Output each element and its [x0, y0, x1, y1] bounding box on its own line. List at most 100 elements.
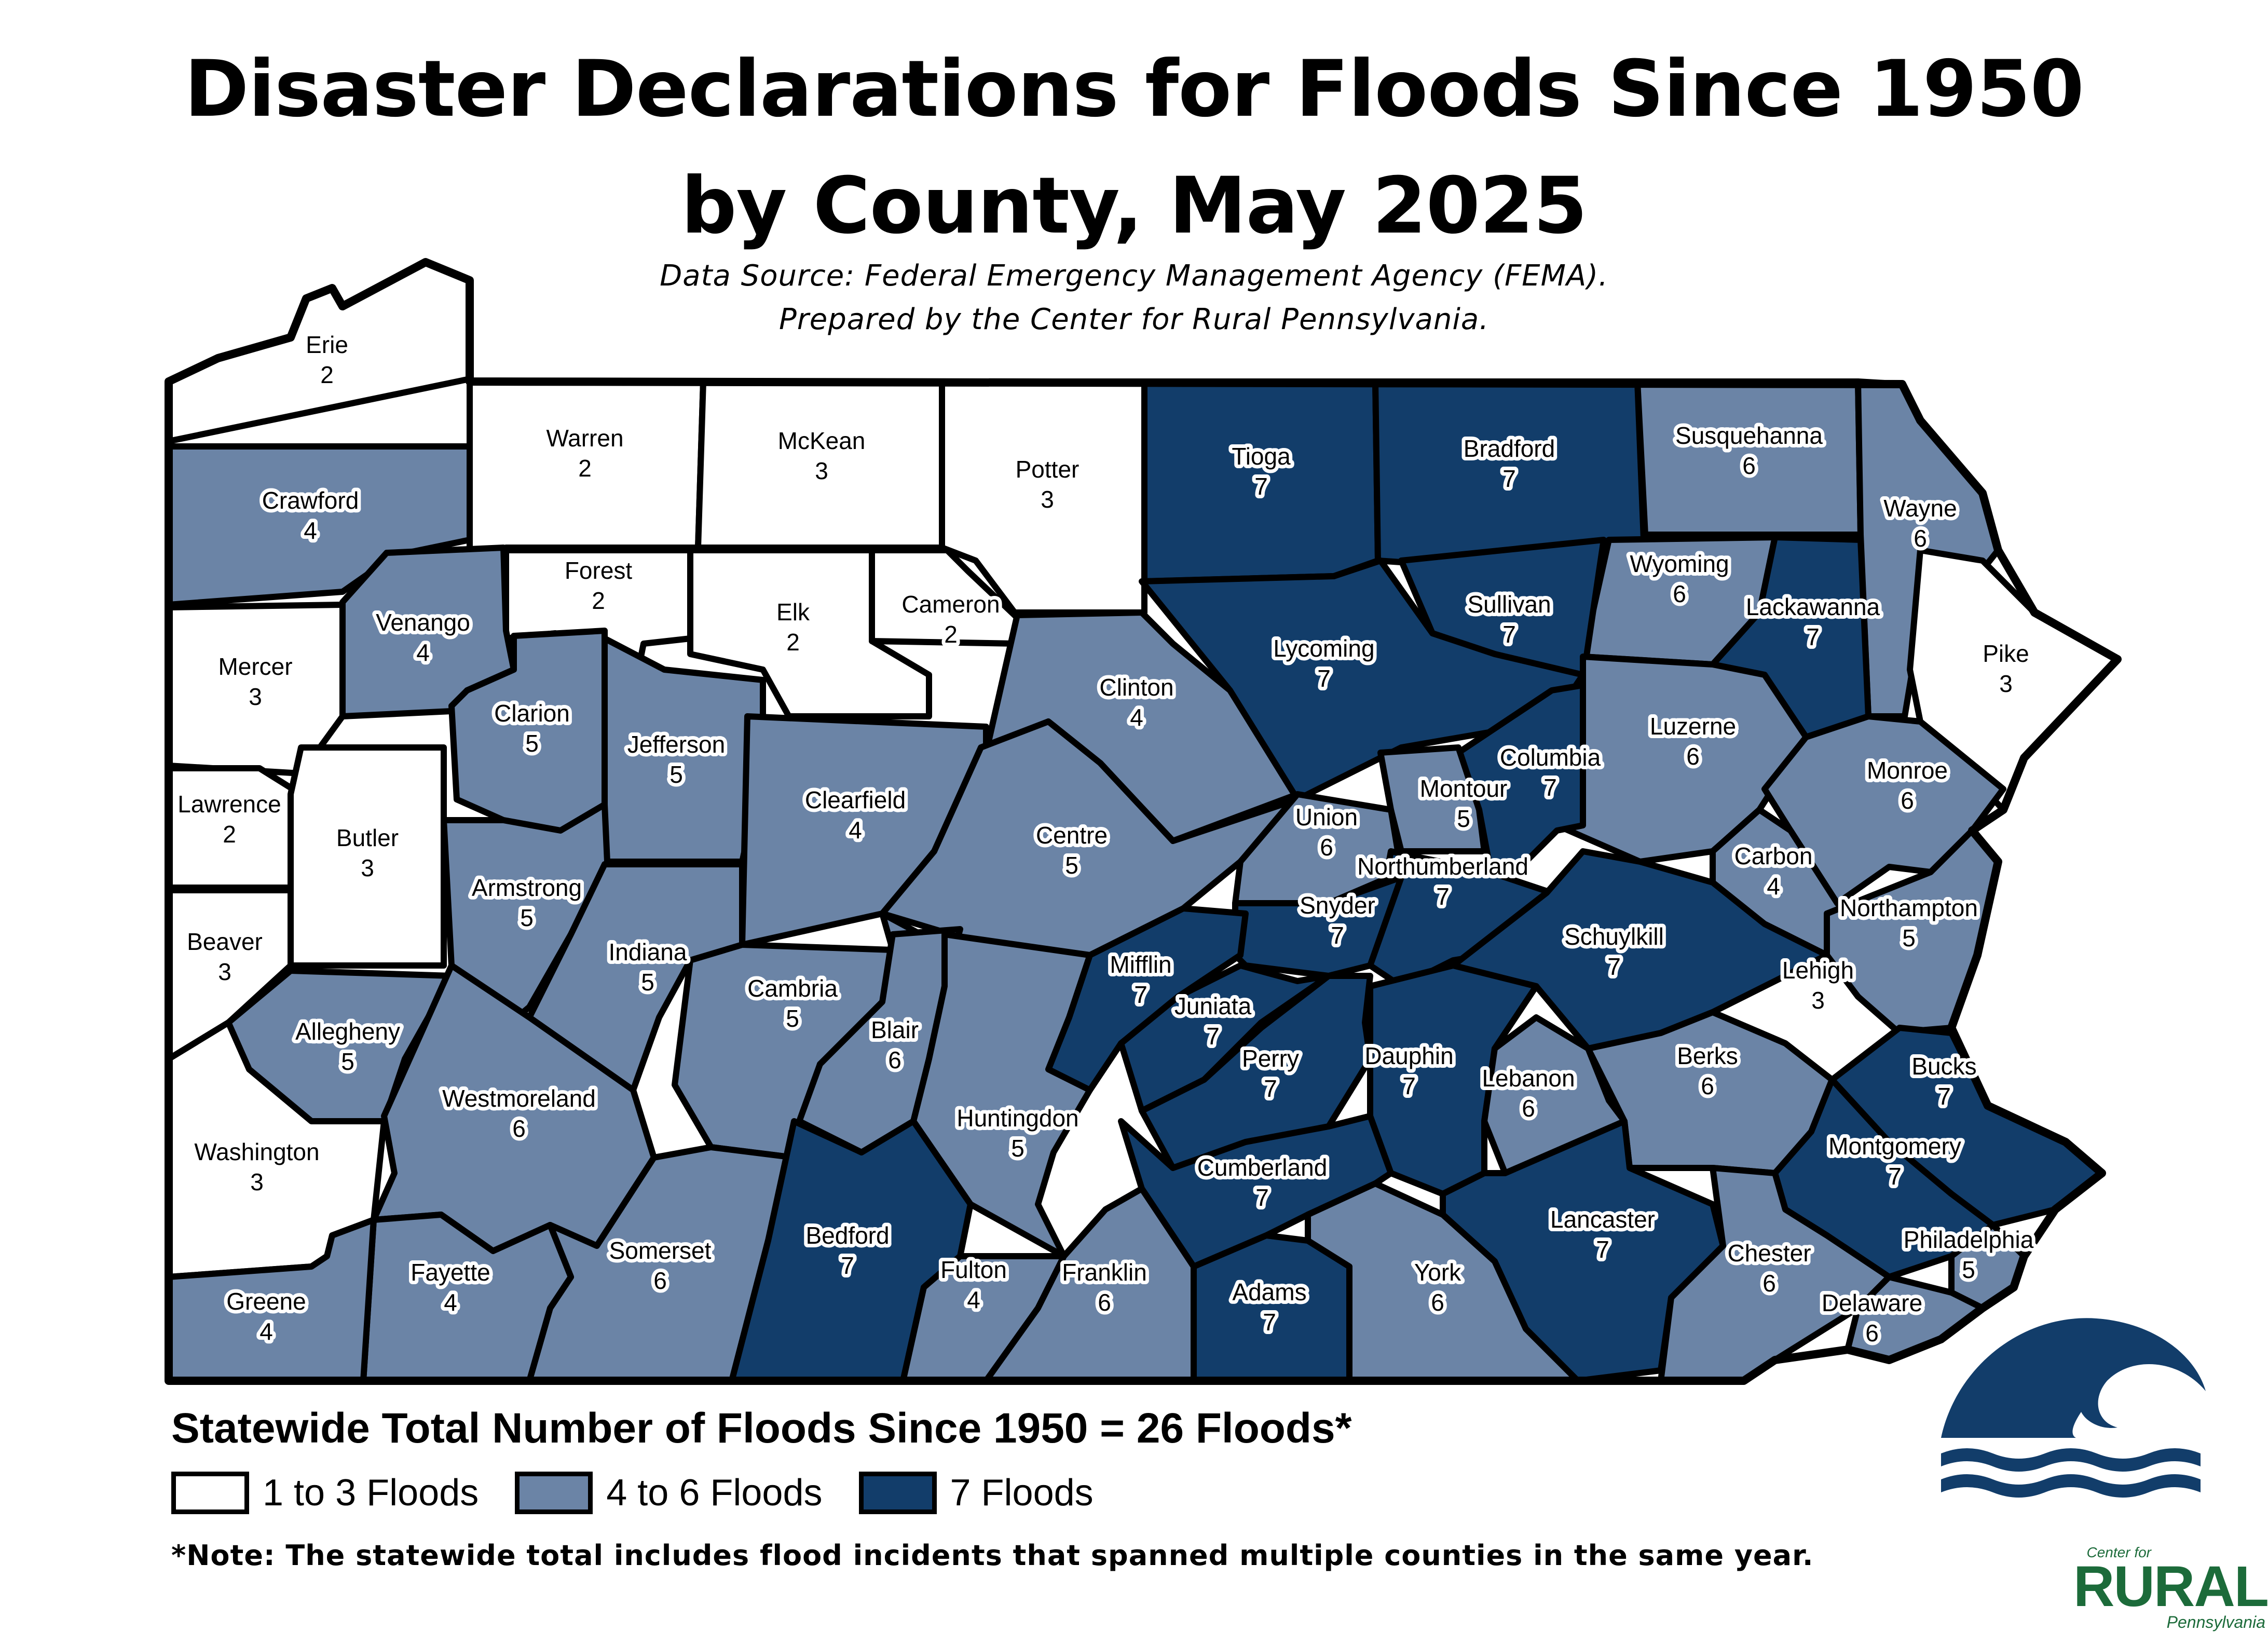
county-count-somerset: 6: [653, 1267, 667, 1294]
county-label-delaware: Delaware: [1822, 1289, 1922, 1316]
county-count-philadelphia: 5: [1962, 1256, 1975, 1283]
county-count-tioga: 7: [1254, 473, 1268, 500]
county-count-york: 6: [1431, 1289, 1444, 1316]
county-label-mifflin: Mifflin: [1110, 951, 1171, 978]
county-indiana[interactable]: [526, 861, 745, 1093]
county-count-jefferson: 5: [670, 761, 683, 788]
county-count-wayne: 6: [1914, 525, 1927, 552]
county-label-lycoming: Lycoming: [1273, 635, 1374, 662]
county-label-cumberland: Cumberland: [1197, 1154, 1328, 1181]
county-label-montgomery: Montgomery: [1828, 1133, 1961, 1160]
county-count-adams: 7: [1263, 1309, 1276, 1336]
county-label-dauphin: Dauphin: [1364, 1042, 1453, 1069]
county-label-pike: Pike: [1983, 640, 2029, 667]
legend: 1 to 3 Floods 4 to 6 Floods 7 Floods: [171, 1472, 1130, 1514]
county-label-lackawanna: Lackawanna: [1746, 593, 1880, 620]
county-count-mercer: 3: [249, 683, 262, 710]
county-count-clinton: 4: [1130, 704, 1143, 731]
county-count-erie: 2: [320, 361, 334, 388]
county-chester[interactable]: [1658, 1165, 1892, 1384]
county-label-sullivan: Sullivan: [1467, 591, 1551, 618]
county-count-fulton: 4: [967, 1286, 980, 1313]
county-huntingdon[interactable]: [910, 931, 1093, 1259]
county-label-elk: Elk: [776, 599, 810, 625]
legend-item-mid: 4 to 6 Floods: [515, 1472, 823, 1514]
county-count-juniata: 7: [1206, 1023, 1220, 1050]
county-label-huntingdon: Huntingdon: [957, 1105, 1078, 1132]
county-label-northumberland: Northumberland: [1357, 853, 1528, 880]
legend-item-high: 7 Floods: [858, 1472, 1094, 1514]
county-label-fayette: Fayette: [411, 1259, 490, 1286]
county-count-northampton: 5: [1902, 924, 1916, 951]
county-count-pike: 3: [1999, 670, 2013, 697]
county-label-venango: Venango: [376, 609, 470, 636]
county-count-bedford: 7: [841, 1252, 854, 1279]
map-title-line1: Disaster Declarations for Floods Since 1…: [184, 44, 2084, 134]
county-label-adams: Adams: [1232, 1279, 1306, 1305]
county-count-monroe: 6: [1901, 787, 1914, 814]
county-label-juniata: Juniata: [1174, 992, 1252, 1019]
county-count-carbon: 4: [1767, 873, 1780, 900]
county-label-bucks: Bucks: [1911, 1053, 1976, 1080]
county-count-lycoming: 7: [1317, 665, 1331, 692]
county-label-forest: Forest: [565, 557, 633, 584]
county-label-union: Union: [1295, 804, 1358, 831]
data-source-line1: Data Source: Federal Emergency Managemen…: [660, 259, 1608, 293]
county-label-mercer: Mercer: [218, 653, 292, 680]
legend-label-low: 1 to 3 Floods: [263, 1472, 479, 1514]
county-count-cumberland: 7: [1255, 1184, 1269, 1211]
county-label-york: York: [1414, 1259, 1461, 1286]
county-label-clarion: Clarion: [494, 700, 570, 727]
county-york[interactable]: [1305, 1180, 1581, 1384]
county-label-berks: Berks: [1677, 1042, 1738, 1069]
county-label-bedford: Bedford: [805, 1222, 889, 1249]
county-count-wyoming: 6: [1673, 580, 1686, 607]
legend-label-mid: 4 to 6 Floods: [606, 1472, 823, 1514]
county-count-elk: 2: [786, 629, 800, 656]
county-count-lebanon: 6: [1522, 1095, 1535, 1122]
county-label-perry: Perry: [1242, 1045, 1299, 1072]
county-count-chester: 6: [1763, 1270, 1776, 1297]
county-label-wayne: Wayne: [1883, 495, 1957, 522]
center-for-rural-pennsylvania-logo: Center for RURAL Pennsylvania: [2073, 1544, 2268, 1632]
county-adams[interactable]: [1191, 1232, 1352, 1384]
county-label-allegheny: Allegheny: [295, 1018, 400, 1045]
county-count-dauphin: 7: [1402, 1072, 1416, 1099]
county-label-chester: Chester: [1727, 1240, 1811, 1267]
county-centre[interactable]: [879, 718, 1301, 963]
map-title: Disaster Declarations for Floods Since 1…: [0, 31, 2268, 265]
county-count-schuylkill: 7: [1607, 953, 1621, 980]
county-count-lackawanna: 7: [1806, 623, 1820, 650]
county-count-franklin: 6: [1098, 1289, 1111, 1316]
county-label-lancaster: Lancaster: [1550, 1206, 1655, 1233]
county-count-cambria: 5: [786, 1005, 799, 1032]
county-label-tioga: Tioga: [1232, 443, 1291, 470]
legend-label-high: 7 Floods: [950, 1472, 1094, 1514]
county-count-potter: 3: [1041, 486, 1054, 513]
county-count-northumberland: 7: [1436, 883, 1450, 910]
county-label-carbon: Carbon: [1734, 842, 1813, 869]
legend-swatch-low: [171, 1472, 249, 1514]
county-count-forest: 2: [592, 587, 605, 614]
logo-main-text: RURAL: [2073, 1555, 2268, 1619]
county-label-crawford: Crawford: [262, 487, 359, 514]
county-label-mckean: McKean: [778, 427, 866, 454]
county-label-wyoming: Wyoming: [1630, 550, 1729, 577]
legend-swatch-high: [858, 1472, 937, 1514]
county-count-bradford: 7: [1502, 465, 1516, 492]
data-source-line2: Prepared by the Center for Rural Pennsyl…: [778, 303, 1489, 336]
county-count-columbia: 7: [1543, 774, 1557, 801]
county-count-washington: 3: [250, 1168, 264, 1195]
county-count-susquehanna: 6: [1742, 452, 1756, 479]
county-label-somerset: Somerset: [609, 1237, 712, 1264]
county-count-butler: 3: [361, 854, 374, 881]
county-label-franklin: Franklin: [1062, 1259, 1147, 1286]
county-count-union: 6: [1320, 834, 1333, 861]
county-label-beaver: Beaver: [187, 928, 263, 955]
data-source: Data Source: Federal Emergency Managemen…: [0, 254, 2268, 342]
county-label-bradford: Bradford: [1464, 435, 1555, 462]
county-label-clinton: Clinton: [1099, 674, 1173, 701]
county-butler[interactable]: [288, 744, 447, 969]
county-count-allegheny: 5: [341, 1048, 354, 1075]
county-count-venango: 4: [416, 639, 430, 666]
